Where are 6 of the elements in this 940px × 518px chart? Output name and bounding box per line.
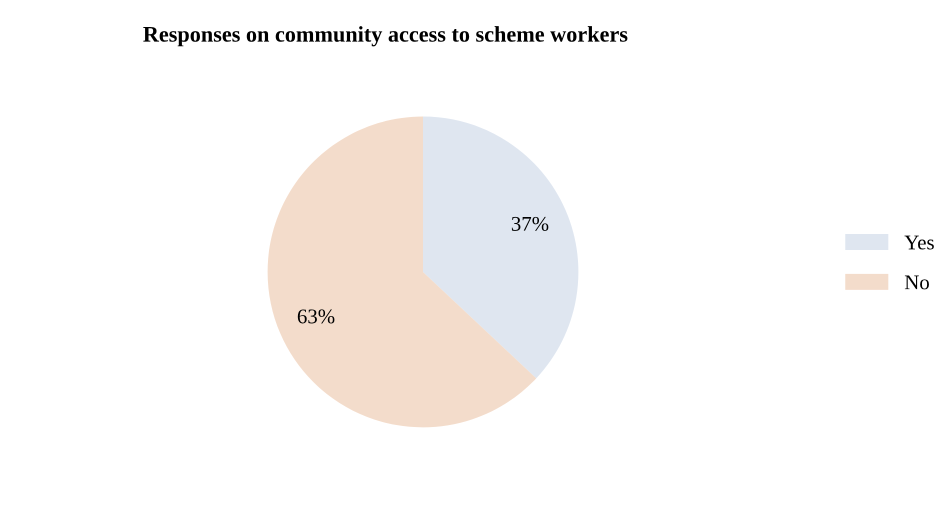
data-label: 63% bbox=[298, 309, 334, 324]
data-label: 37% bbox=[512, 216, 548, 231]
pie-slice bbox=[423, 116, 578, 378]
chart-title: Responses on community access to scheme workers bbox=[143, 26, 628, 46]
legend-label: No bbox=[904, 276, 929, 290]
legend-label: Yes bbox=[904, 236, 934, 250]
